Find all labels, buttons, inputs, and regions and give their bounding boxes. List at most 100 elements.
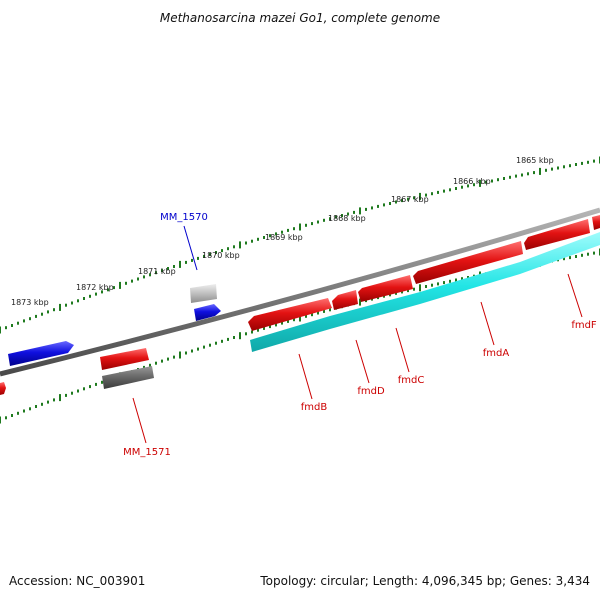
tick-upper-88	[527, 172, 529, 176]
label-fmdD[interactable]: fmdD	[357, 386, 385, 397]
tick-upper-41	[245, 241, 247, 245]
gene-red-edge[interactable]	[0, 382, 6, 395]
leader-fmdC	[395, 327, 410, 373]
tick-upper-58	[347, 212, 349, 216]
tick-upper-12	[71, 301, 73, 305]
label-leader-lines	[132, 225, 583, 444]
tick-upper-34	[203, 254, 205, 258]
tick-lower-45	[269, 325, 271, 329]
label-fmdC[interactable]: fmdC	[398, 375, 425, 386]
tick-upper-82	[491, 179, 493, 183]
tick-upper-40	[239, 241, 241, 249]
tick-lower-7	[41, 402, 43, 406]
tick-upper-37	[221, 249, 223, 253]
leader-fmdB	[298, 353, 313, 400]
tick-lower-55	[329, 308, 331, 312]
tick-upper-32	[191, 258, 193, 262]
tick-upper-44	[263, 236, 265, 239]
scale-label-1867: 1867 kbp	[391, 195, 429, 204]
tick-upper-25	[149, 273, 151, 277]
tick-upper-70	[419, 192, 421, 200]
accession-text: Accession: NC_003901	[9, 574, 146, 588]
tick-upper-99	[593, 159, 595, 163]
gene-blue-left[interactable]	[8, 341, 74, 366]
scale-labels: 1873 kbp 1872 kbp 1871 kbp 1870 kbp 1869…	[11, 156, 554, 307]
tick-upper-19	[113, 286, 115, 290]
tick-upper-80	[479, 179, 481, 187]
tick-upper-79	[473, 183, 475, 187]
leader-mm1571	[132, 397, 147, 444]
tick-lower-28	[167, 357, 169, 361]
tick-lower-1	[5, 416, 7, 420]
tick-upper-30	[179, 260, 181, 268]
tick-lower-52	[311, 313, 313, 317]
tick-lower-16	[95, 382, 97, 386]
tick-lower-71	[425, 285, 427, 288]
tick-upper-92	[551, 167, 553, 171]
tick-upper-86	[515, 174, 517, 178]
scale-label-1873: 1873 kbp	[11, 298, 49, 307]
tick-upper-61	[365, 207, 367, 211]
tick-upper-3	[17, 321, 19, 325]
tick-upper-83	[497, 178, 499, 182]
tick-upper-43	[257, 237, 259, 241]
tick-lower-31	[185, 351, 187, 355]
tick-upper-87	[521, 173, 523, 177]
tick-upper-75	[449, 188, 451, 192]
gene-fmdB-forward[interactable]	[248, 298, 332, 331]
label-fmdF[interactable]: fmdF	[571, 320, 597, 331]
gene-mm1571[interactable]	[102, 366, 154, 389]
tick-upper-49	[293, 227, 295, 231]
tick-lower-75	[449, 279, 451, 283]
tick-upper-20	[119, 281, 121, 289]
gene-labels: MM_1570 MM_1571 fmdB fmdD fmdC fmdA fmdF	[123, 212, 597, 458]
tick-upper-76	[455, 187, 457, 190]
tick-lower-43	[257, 328, 259, 332]
tick-lower-98	[587, 252, 589, 256]
gene-fmdF-forward[interactable]	[524, 219, 590, 250]
gene-cyan-strand[interactable]	[250, 232, 600, 352]
gene-fmdD-forward[interactable]	[332, 290, 358, 310]
gene-red-right-edge[interactable]	[592, 215, 600, 230]
tick-lower-77	[461, 277, 463, 281]
label-fmdA[interactable]: fmdA	[483, 348, 510, 359]
tick-upper-18	[107, 288, 109, 292]
gene-mm1570-blue[interactable]	[194, 304, 221, 321]
label-mm1570[interactable]: MM_1570	[160, 212, 208, 223]
tick-lower-96	[575, 255, 577, 258]
gene-fmdA-forward[interactable]	[413, 241, 523, 284]
tick-upper-36	[215, 251, 217, 254]
tick-upper-53	[317, 220, 319, 224]
scale-label-1872: 1872 kbp	[76, 283, 114, 292]
gene-mm1570-grey[interactable]	[190, 284, 217, 303]
label-fmdB[interactable]: fmdB	[301, 402, 328, 413]
tick-lower-36	[215, 341, 217, 345]
tick-upper-14	[83, 297, 85, 300]
gene-red-small[interactable]	[100, 348, 149, 370]
tick-upper-4	[23, 319, 25, 323]
tick-upper-22	[131, 279, 133, 283]
tick-upper-2	[11, 324, 13, 327]
gene-fmdC-forward[interactable]	[358, 275, 413, 302]
tick-lower-17	[101, 380, 103, 384]
tick-upper-52	[311, 222, 313, 226]
tick-upper-78	[467, 184, 469, 188]
tick-upper-42	[251, 239, 253, 243]
tick-lower-11	[65, 393, 67, 397]
scale-label-1869: 1869 kbp	[265, 233, 303, 242]
tick-lower-51	[305, 314, 307, 318]
tick-upper-27	[161, 269, 163, 273]
tick-lower-97	[581, 253, 583, 257]
scale-label-1865: 1865 kbp	[516, 156, 554, 165]
tick-upper-96	[575, 163, 577, 166]
tick-upper-98	[587, 160, 589, 164]
tick-upper-16	[95, 292, 97, 296]
tick-lower-26	[155, 361, 157, 365]
tick-upper-15	[89, 294, 91, 298]
tick-upper-8	[47, 310, 49, 314]
label-mm1571[interactable]: MM_1571	[123, 447, 171, 458]
tick-upper-56	[335, 215, 337, 219]
tick-upper-9	[53, 308, 55, 312]
tick-upper-95	[569, 164, 571, 168]
tick-lower-72	[431, 283, 433, 287]
